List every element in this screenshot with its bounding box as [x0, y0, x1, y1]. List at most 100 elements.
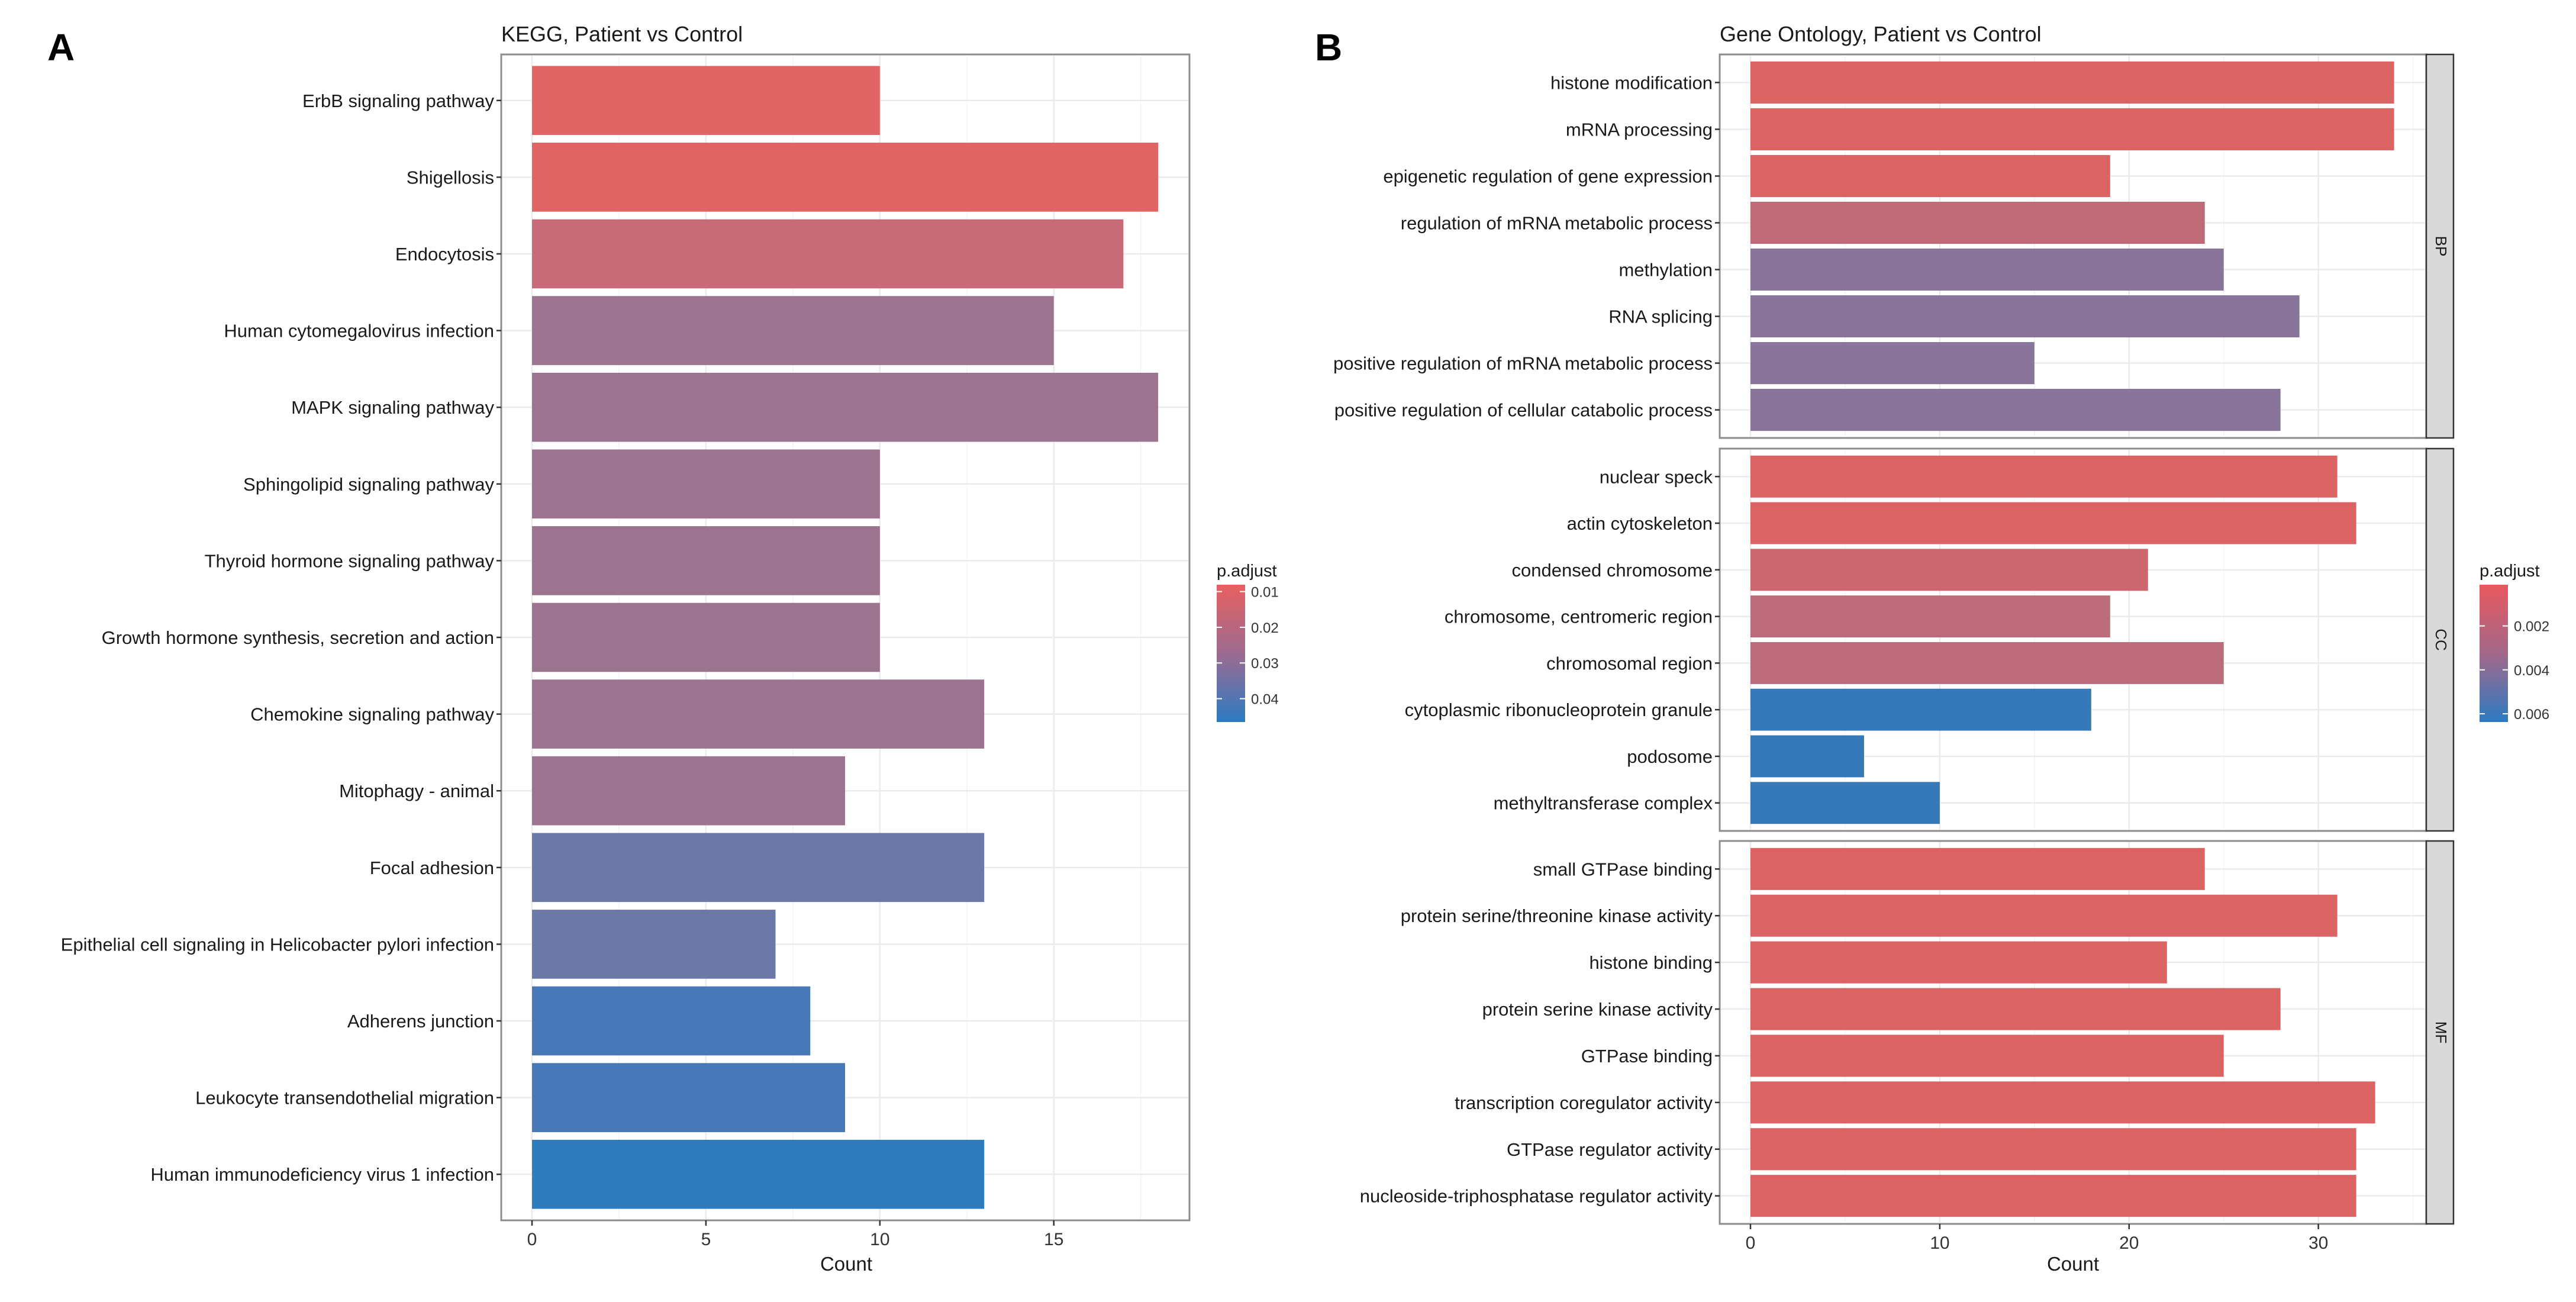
bar	[532, 910, 776, 979]
bar	[532, 1063, 846, 1132]
bar	[532, 66, 880, 136]
bar	[532, 372, 1159, 442]
y-tick-label: Human immunodeficiency virus 1 infection	[150, 1164, 494, 1185]
facet-strip	[2425, 53, 2455, 439]
bar	[532, 986, 811, 1056]
y-tick-label: Epithelial cell signaling in Helicobacte…	[61, 934, 494, 955]
y-tick-label: RNA splicing	[1608, 307, 1713, 327]
x-axis-title: Count	[2047, 1253, 2099, 1275]
y-tick-label: chromosome, centromeric region	[1445, 607, 1713, 627]
bar	[1750, 988, 2281, 1030]
x-tick-label: 10	[1930, 1233, 1949, 1253]
y-tick-label: Shigellosis	[407, 167, 494, 188]
y-tick-label: Human cytomegalovirus infection	[224, 321, 494, 341]
bar	[532, 756, 846, 826]
bar	[532, 296, 1054, 365]
bar	[1750, 642, 2224, 684]
bar	[1750, 549, 2148, 591]
y-tick-label: Thyroid hormone signaling pathway	[205, 550, 495, 571]
y-tick-label: podosome	[1627, 746, 1713, 767]
y-tick-label: protein serine kinase activity	[1482, 999, 1713, 1020]
y-tick-label: chromosomal region	[1546, 653, 1713, 673]
bar	[1750, 894, 2338, 937]
bar	[1750, 502, 2356, 544]
bar	[532, 679, 985, 749]
bar	[532, 602, 880, 672]
y-tick-label: ErbB signaling pathway	[302, 91, 494, 111]
bar	[532, 1139, 985, 1209]
y-tick-label: GTPase binding	[1581, 1046, 1713, 1066]
colorbar-tick-label: 0.006	[2514, 707, 2549, 723]
y-tick-label: nuclear speck	[1600, 466, 1713, 487]
facet-cc: nuclear speck actin cytoskeleton condensed…	[1405, 447, 2455, 832]
x-tick-label: 0	[527, 1230, 537, 1249]
y-tick-label: positive regulation of mRNA metabolic pr…	[1333, 353, 1713, 374]
y-tick-label: Sphingolipid signaling pathway	[243, 474, 494, 495]
y-tick-label: nucleoside-triphosphatase regulator acti…	[1360, 1186, 1713, 1207]
facet-strip-label: CC	[2432, 629, 2450, 651]
y-tick-label: Focal adhesion	[370, 858, 494, 878]
bar	[1750, 847, 2205, 890]
colorbar-tick-label: 0.004	[2514, 663, 2549, 679]
panel-label-a: A	[47, 26, 75, 69]
bar	[532, 219, 1124, 289]
y-tick-label: condensed chromosome	[1512, 560, 1713, 581]
bar	[1750, 248, 2224, 291]
y-tick-label: Growth hormone synthesis, secretion and …	[102, 627, 494, 648]
y-tick-label: Mitophagy - animal	[339, 781, 494, 801]
panel-a-kegg-chart: A KEGG, Patient vs Control ErbB signaling …	[47, 22, 1279, 1275]
colorbar-tick-label: 0.02	[1251, 620, 1279, 636]
y-tick-label: Adherens junction	[347, 1011, 494, 1032]
colorbar	[1217, 585, 1245, 722]
panel-b-go-chart: B Gene Ontology, Patient vs Control histon…	[1315, 22, 2549, 1275]
bar	[1750, 1175, 2356, 1217]
bar	[1750, 1081, 2375, 1124]
y-tick-label: histone binding	[1589, 952, 1713, 973]
bar	[532, 449, 880, 519]
y-tick-label: MAPK signaling pathway	[291, 397, 494, 418]
bar	[1750, 389, 2281, 431]
y-tick-label: protein serine/threonine kinase activity	[1401, 905, 1713, 926]
colorbar-tick-label: 0.03	[1251, 656, 1279, 672]
bar	[1750, 595, 2110, 638]
y-tick-label: GTPase regulator activity	[1507, 1139, 1713, 1160]
facet-strip	[2425, 447, 2455, 832]
y-tick-label: methyltransferase complex	[1494, 793, 1713, 814]
colorbar	[2480, 585, 2508, 722]
y-tick-label: actin cytoskeleton	[1567, 513, 1713, 534]
x-tick-label: 30	[2309, 1233, 2328, 1253]
y-tick-label: Endocytosis	[395, 244, 494, 265]
bar	[1750, 941, 2167, 984]
y-tick-label: mRNA processing	[1566, 119, 1713, 140]
x-tick-label: 0	[1746, 1233, 1756, 1253]
bar	[532, 143, 1159, 212]
facet-mf: small GTPase binding protein serine/threo…	[1360, 840, 2455, 1253]
bar	[1750, 1128, 2356, 1171]
chart-title: Gene Ontology, Patient vs Control	[1720, 22, 2042, 46]
bar	[1750, 295, 2300, 338]
bar	[1750, 342, 2035, 385]
legend-title: p.adjust	[2480, 562, 2540, 581]
legend-title: p.adjust	[1217, 562, 1277, 581]
facet-strip	[2425, 840, 2455, 1225]
y-tick-label: transcription coregulator activity	[1455, 1092, 1713, 1113]
chart-title: KEGG, Patient vs Control	[501, 22, 743, 46]
bar	[1750, 1034, 2224, 1077]
x-tick-label: 15	[1044, 1230, 1063, 1249]
bar	[1750, 201, 2205, 244]
y-tick-label: cytoplasmic ribonucleoprotein granule	[1405, 700, 1713, 720]
bar	[1750, 154, 2110, 198]
bar	[1750, 108, 2394, 150]
facet-strip-label: MF	[2432, 1021, 2450, 1044]
y-tick-label: methylation	[1619, 260, 1713, 281]
colorbar-tick-label: 0.01	[1251, 585, 1279, 601]
y-tick-label: small GTPase binding	[1533, 859, 1713, 879]
y-tick-label: epigenetic regulation of gene expression	[1383, 166, 1713, 186]
x-axis-title: Count	[820, 1253, 872, 1275]
bar	[1750, 455, 2338, 498]
y-tick-label: Chemokine signaling pathway	[250, 704, 494, 725]
bar	[1750, 61, 2394, 104]
y-tick-label: histone modification	[1550, 72, 1713, 93]
colorbar-tick-label: 0.04	[1251, 692, 1279, 708]
